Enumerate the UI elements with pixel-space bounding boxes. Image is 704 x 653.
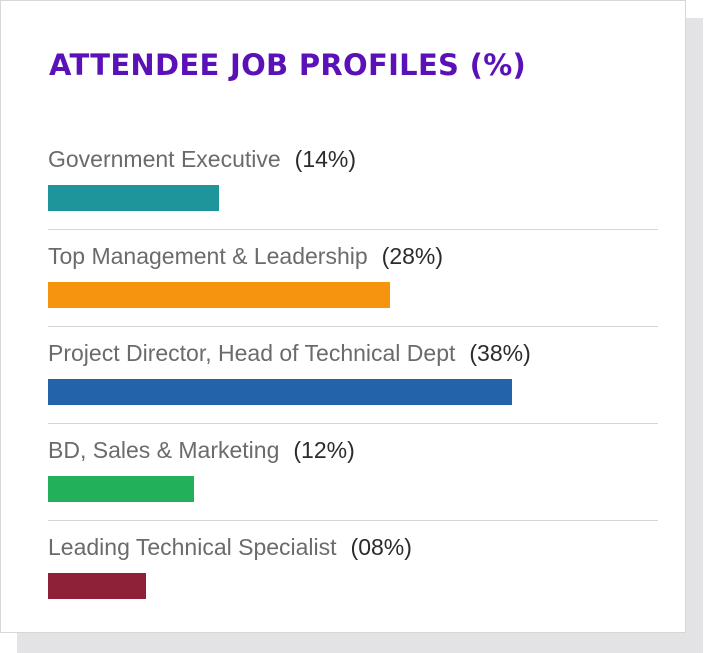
bar (48, 379, 512, 405)
chart-title: ATTENDEE JOB PROFILES (%) (49, 48, 527, 82)
bar-track (48, 185, 658, 211)
bar-track (48, 476, 658, 502)
value-label: (14%) (294, 146, 357, 172)
bar-label: BD, Sales & Marketing (12%) (48, 437, 355, 464)
bar-row: Project Director, Head of Technical Dept… (48, 327, 658, 424)
category-label: BD, Sales & Marketing (48, 437, 280, 463)
chart-card: ATTENDEE JOB PROFILES (%) Government Exe… (0, 0, 686, 633)
value-label: (38%) (469, 340, 531, 366)
value-label: (08%) (350, 534, 412, 560)
bar-label: Government Executive (14%) (48, 146, 356, 173)
bar-label: Project Director, Head of Technical Dept… (48, 340, 531, 367)
bar-track (48, 282, 658, 308)
category-label: Leading Technical Specialist (48, 534, 337, 560)
bar (48, 185, 219, 211)
value-label: (28%) (381, 243, 444, 269)
bar-row: BD, Sales & Marketing (12%) (48, 424, 658, 521)
bar-track (48, 573, 658, 599)
bar-row: Government Executive (14%) (48, 133, 658, 230)
bar (48, 282, 390, 308)
bar-label: Leading Technical Specialist (08%) (48, 534, 412, 561)
bar-track (48, 379, 658, 405)
category-label: Project Director, Head of Technical Dept (48, 340, 456, 366)
bar-label: Top Management & Leadership (28%) (48, 243, 443, 270)
bar-row: Top Management & Leadership (28%) (48, 230, 658, 327)
bar-row: Leading Technical Specialist (08%) (48, 521, 658, 618)
bar (48, 573, 146, 599)
value-label: (12%) (293, 437, 355, 463)
category-label: Top Management & Leadership (48, 243, 368, 269)
category-label: Government Executive (48, 146, 281, 172)
bar-list: Government Executive (14%) Top Management … (48, 133, 658, 618)
bar (48, 476, 194, 502)
